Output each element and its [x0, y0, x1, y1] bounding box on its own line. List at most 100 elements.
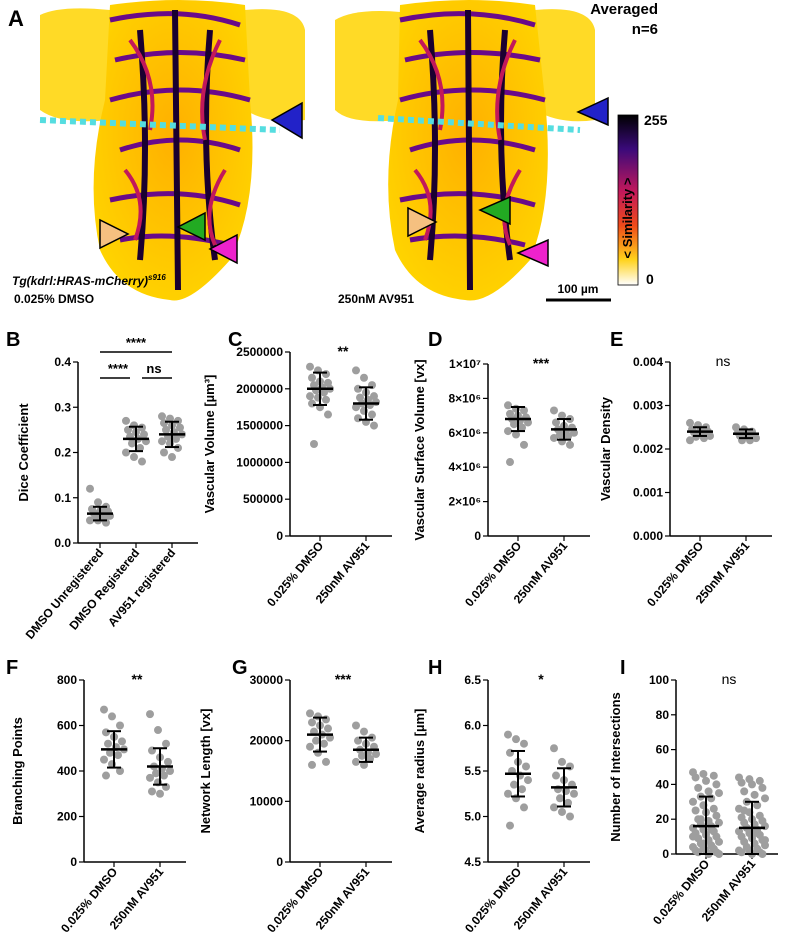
panel-f-data-point	[116, 767, 124, 775]
panel-e-data-point	[752, 434, 760, 443]
panel-f-data-point	[152, 769, 160, 778]
panel-h-data-point	[512, 735, 520, 744]
panel-i-y-tick-label: 60	[656, 743, 670, 757]
panel-f-data-point	[154, 726, 162, 735]
panel-c-data-point	[306, 392, 314, 401]
panel-c-y-axis-label: Vascular Volume [µm³]	[202, 375, 217, 514]
panel-b-data-point	[94, 498, 102, 507]
panel-f-data-point	[166, 767, 174, 775]
panel-c-data-point	[308, 373, 316, 382]
panel-d-data-point	[520, 406, 528, 415]
panel-i-data-point	[707, 825, 716, 834]
panel-d-data-point	[552, 418, 560, 427]
panel-e-y-tick-label: 0.002	[633, 442, 663, 456]
panel-d-data-point	[504, 427, 512, 436]
panel-f-letter: F	[6, 657, 18, 679]
panel-letter-a: A	[8, 6, 24, 31]
panel-d-letter: D	[428, 329, 442, 351]
panel-i-y-tick-label: 40	[656, 777, 670, 791]
panel-b-y-tick-label: 0.3	[54, 400, 71, 414]
panel-i-letter: I	[620, 657, 626, 679]
panel-e-significance-label: ns	[716, 353, 731, 369]
panel-i-data-point	[753, 801, 762, 810]
panel-i-data-point	[750, 790, 759, 799]
panel-f-data-point	[116, 721, 124, 730]
panel-b-data-point	[86, 484, 94, 493]
panel-h-data-point	[520, 803, 528, 812]
panel-b-data-point	[136, 443, 144, 452]
panel-i-significance-label: ns	[722, 671, 737, 687]
panel-c-data-point	[370, 421, 378, 430]
panel-h-letter: H	[428, 657, 442, 679]
panel-c-data-point	[324, 410, 332, 419]
panel-c-y-tick-label: 500000	[243, 492, 283, 506]
panel-f-data-point	[146, 710, 154, 719]
panel-c-data-point	[354, 384, 362, 393]
panel-i-data-point	[691, 806, 700, 815]
panel-g-significance-label: ***	[335, 671, 352, 687]
panel-f-y-tick-label: 600	[57, 719, 77, 733]
panel-b-data-point	[172, 434, 180, 443]
panel-b-data-point	[166, 414, 174, 423]
panel-b-letter: B	[6, 329, 20, 351]
panel-g-data-point	[324, 724, 332, 733]
n-label: n=6	[632, 21, 658, 38]
panel-g-data-point	[308, 718, 316, 727]
panel-b-y-tick-label: 0.1	[54, 491, 71, 505]
panel-h-data-point	[556, 794, 564, 803]
panel-g-data-point	[366, 754, 374, 763]
panel-c-significance-label: **	[338, 343, 349, 359]
panel-c-data-point	[352, 366, 360, 375]
panel-c-data-point	[320, 388, 328, 397]
panel-g-y-tick-label: 20000	[250, 734, 284, 748]
brain-image-dmso	[39, 0, 305, 301]
panel-h-significance-label: *	[538, 671, 544, 687]
panel-d-data-point	[520, 440, 528, 449]
panel-h-data-point	[504, 730, 512, 739]
panel-f-y-axis-label: Branching Points	[10, 717, 25, 825]
panel-h-data-point	[518, 785, 526, 794]
panel-f-data-point	[164, 757, 172, 766]
panel-b-data-point	[176, 423, 184, 432]
left-condition-label: 0.025% DMSO	[14, 292, 94, 306]
panel-h-data-point	[566, 812, 574, 821]
panel-b-data-point	[130, 453, 138, 462]
panel-h-data-point	[524, 776, 532, 785]
panel-d-y-axis-label: Vascular Surface Volume [vx]	[412, 359, 427, 540]
panel-c-data-point	[322, 370, 330, 379]
panel-d-significance-label: ***	[533, 355, 550, 371]
panel-d-data-point	[556, 430, 564, 439]
panel-c-letter: C	[228, 329, 242, 351]
panel-f-data-point	[148, 787, 156, 796]
panel-e-y-axis-label: Vascular Density	[598, 396, 613, 501]
panel-b-significance-label: ****	[108, 361, 129, 376]
panel-b-data-point	[160, 419, 168, 428]
panel-d-data-point	[504, 401, 512, 410]
panel-c-data-point	[352, 403, 360, 412]
panel-i-data-point	[689, 832, 697, 841]
panel-i-y-tick-label: 100	[649, 673, 669, 687]
panel-b-data-point	[124, 425, 132, 434]
panel-h-y-tick-label: 4.5	[464, 855, 481, 869]
panel-h-y-tick-label: 6.5	[464, 673, 481, 687]
panel-f-data-point	[100, 755, 108, 764]
panel-b-y-tick-label: 0.0	[54, 536, 71, 550]
panel-i-data-point	[715, 789, 723, 798]
panel-g-data-point	[320, 739, 328, 748]
panel-b-data-point	[158, 437, 166, 446]
panel-g-data-point	[372, 750, 380, 759]
panel-i-data-point	[689, 797, 697, 806]
panel-c-data-point	[368, 410, 376, 419]
panel-c-y-tick-label: 0	[276, 529, 283, 543]
panel-h-y-axis-label: Average radius [µm]	[412, 709, 427, 834]
panel-d-data-point	[524, 418, 532, 427]
panel-b-y-axis-label: Dice Coefficient	[16, 403, 31, 502]
panel-d-data-point	[566, 440, 574, 449]
panel-c-data-point	[312, 386, 320, 395]
panel-c-data-point	[354, 414, 362, 423]
panel-h-data-point	[504, 789, 512, 798]
panel-i-data-point	[694, 848, 703, 857]
